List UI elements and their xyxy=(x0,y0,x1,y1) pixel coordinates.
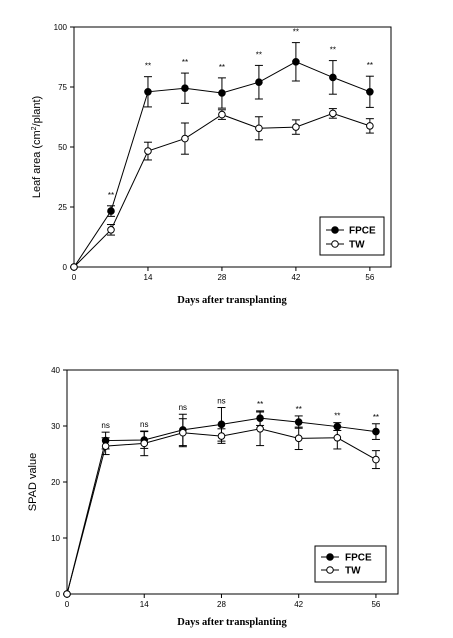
legend-label-tw: TW xyxy=(349,240,365,251)
significance-label: ** xyxy=(373,413,379,422)
legend-marker-tw xyxy=(326,566,334,574)
data-point-fpce xyxy=(294,418,303,426)
plot-frame xyxy=(73,26,392,268)
y-axis-label-prefix: Leaf area (cm xyxy=(31,130,43,198)
data-point-tw xyxy=(292,123,300,131)
significance-label: ns xyxy=(101,421,109,430)
legend-marker-fpce xyxy=(331,226,339,234)
x-tick-label: 14 xyxy=(140,600,149,609)
y-tick-label: 40 xyxy=(51,366,60,375)
data-point-fpce xyxy=(107,207,115,215)
y-tick-label: 10 xyxy=(51,534,60,543)
significance-label: ** xyxy=(334,412,340,421)
y-tick-label: 0 xyxy=(56,590,61,599)
data-point-tw xyxy=(70,263,78,271)
data-point-fpce xyxy=(256,414,264,422)
significance-label: ** xyxy=(367,61,373,70)
y-tick-label: 20 xyxy=(51,478,60,487)
data-point-tw xyxy=(144,147,152,155)
y-tick-label: 75 xyxy=(58,83,67,92)
data-point-tw xyxy=(294,434,303,443)
data-point-fpce xyxy=(333,422,342,431)
significance-label: ** xyxy=(330,46,336,55)
x-axis-ticks: 0 14 28 42 56 xyxy=(72,267,375,282)
data-point-tw xyxy=(179,428,187,437)
significance-label: ** xyxy=(296,405,302,414)
series-line-tw xyxy=(73,112,371,268)
legend: FPCE TW xyxy=(319,216,385,256)
significance-label: ns xyxy=(217,397,225,406)
spad-chart: 0 14 28 42 56 0 10 20 30 40 ns ns ns ns ** ** ** ** Day… xyxy=(27,366,399,628)
significance-label: ns xyxy=(140,420,148,429)
data-point-fpce xyxy=(255,78,263,86)
data-point-fpce xyxy=(329,73,337,82)
x-tick-label: 0 xyxy=(65,600,70,609)
legend-marker-fpce xyxy=(326,553,334,561)
data-point-fpce xyxy=(218,89,226,97)
data-point-fpce xyxy=(292,58,300,66)
significance-label: ns xyxy=(179,403,187,412)
legend-box xyxy=(314,545,387,583)
x-tick-label: 28 xyxy=(217,273,226,282)
y-tick-label: 50 xyxy=(58,143,67,152)
x-axis-label: Days after transplanting xyxy=(177,295,287,306)
data-point-fpce xyxy=(366,88,374,96)
significance-label: ** xyxy=(108,191,114,200)
legend-label-tw: TW xyxy=(345,566,361,577)
data-point-tw xyxy=(255,124,263,133)
x-tick-label: 28 xyxy=(217,600,226,609)
x-axis-ticks: 0 14 28 42 56 xyxy=(65,594,381,609)
significance-label: ** xyxy=(256,50,262,59)
significance-label: ** xyxy=(145,62,151,71)
x-axis-label: Days after transplanting xyxy=(177,617,287,628)
y-tick-label: 100 xyxy=(54,23,68,32)
data-point-tw xyxy=(218,110,226,119)
legend-box xyxy=(319,216,385,256)
y-axis-label-suffix: /plant) xyxy=(31,96,43,127)
data-point-tw xyxy=(181,134,189,143)
data-point-fpce xyxy=(217,420,226,429)
data-point-tw xyxy=(107,226,115,234)
y-tick-label: 25 xyxy=(58,203,67,212)
x-tick-label: 42 xyxy=(294,600,303,609)
leaf-area-chart: 0 14 28 42 56 0 25 50 75 100 ** ** ** ** ** ** ** ** Da… xyxy=(31,23,392,306)
y-axis-ticks: 0 25 50 75 100 xyxy=(54,23,74,272)
significance-label: ** xyxy=(293,28,299,37)
data-point-tw xyxy=(63,590,71,598)
data-point-tw xyxy=(217,432,226,440)
data-point-fpce xyxy=(181,84,189,92)
data-point-tw xyxy=(140,439,149,448)
x-tick-label: 14 xyxy=(144,273,153,282)
x-tick-label: 56 xyxy=(365,273,374,282)
y-axis-label: SPAD value xyxy=(27,453,39,512)
legend-label-fpce: FPCE xyxy=(345,553,372,564)
y-tick-label: 0 xyxy=(63,263,68,272)
data-point-fpce xyxy=(144,88,152,96)
significance-label: ** xyxy=(219,63,225,72)
y-tick-label: 30 xyxy=(51,422,60,431)
data-point-tw xyxy=(366,122,374,130)
data-point-tw xyxy=(372,455,380,464)
y-axis-label: Leaf area (cm2/plant) xyxy=(31,96,43,198)
data-point-tw xyxy=(329,109,337,118)
legend-marker-tw xyxy=(331,240,339,248)
y-axis-ticks: 0 10 20 30 40 xyxy=(51,366,67,599)
significance-layer: ns ns ns ns ** ** ** ** xyxy=(101,397,379,431)
series-layer xyxy=(70,42,374,271)
legend: FPCE TW xyxy=(314,545,387,583)
significance-layer: ** ** ** ** ** ** ** ** xyxy=(108,28,373,200)
x-tick-label: 56 xyxy=(371,600,380,609)
significance-label: ** xyxy=(182,58,188,67)
x-tick-label: 42 xyxy=(291,273,300,282)
data-point-fpce xyxy=(372,427,380,436)
x-tick-label: 0 xyxy=(72,273,77,282)
y-axis-label-superscript: 2 xyxy=(31,126,38,130)
data-point-tw xyxy=(101,442,110,450)
series-layer xyxy=(63,407,380,598)
data-point-tw xyxy=(256,425,264,433)
significance-label: ** xyxy=(257,400,263,409)
data-point-tw xyxy=(333,433,342,442)
legend-label-fpce: FPCE xyxy=(349,226,376,237)
